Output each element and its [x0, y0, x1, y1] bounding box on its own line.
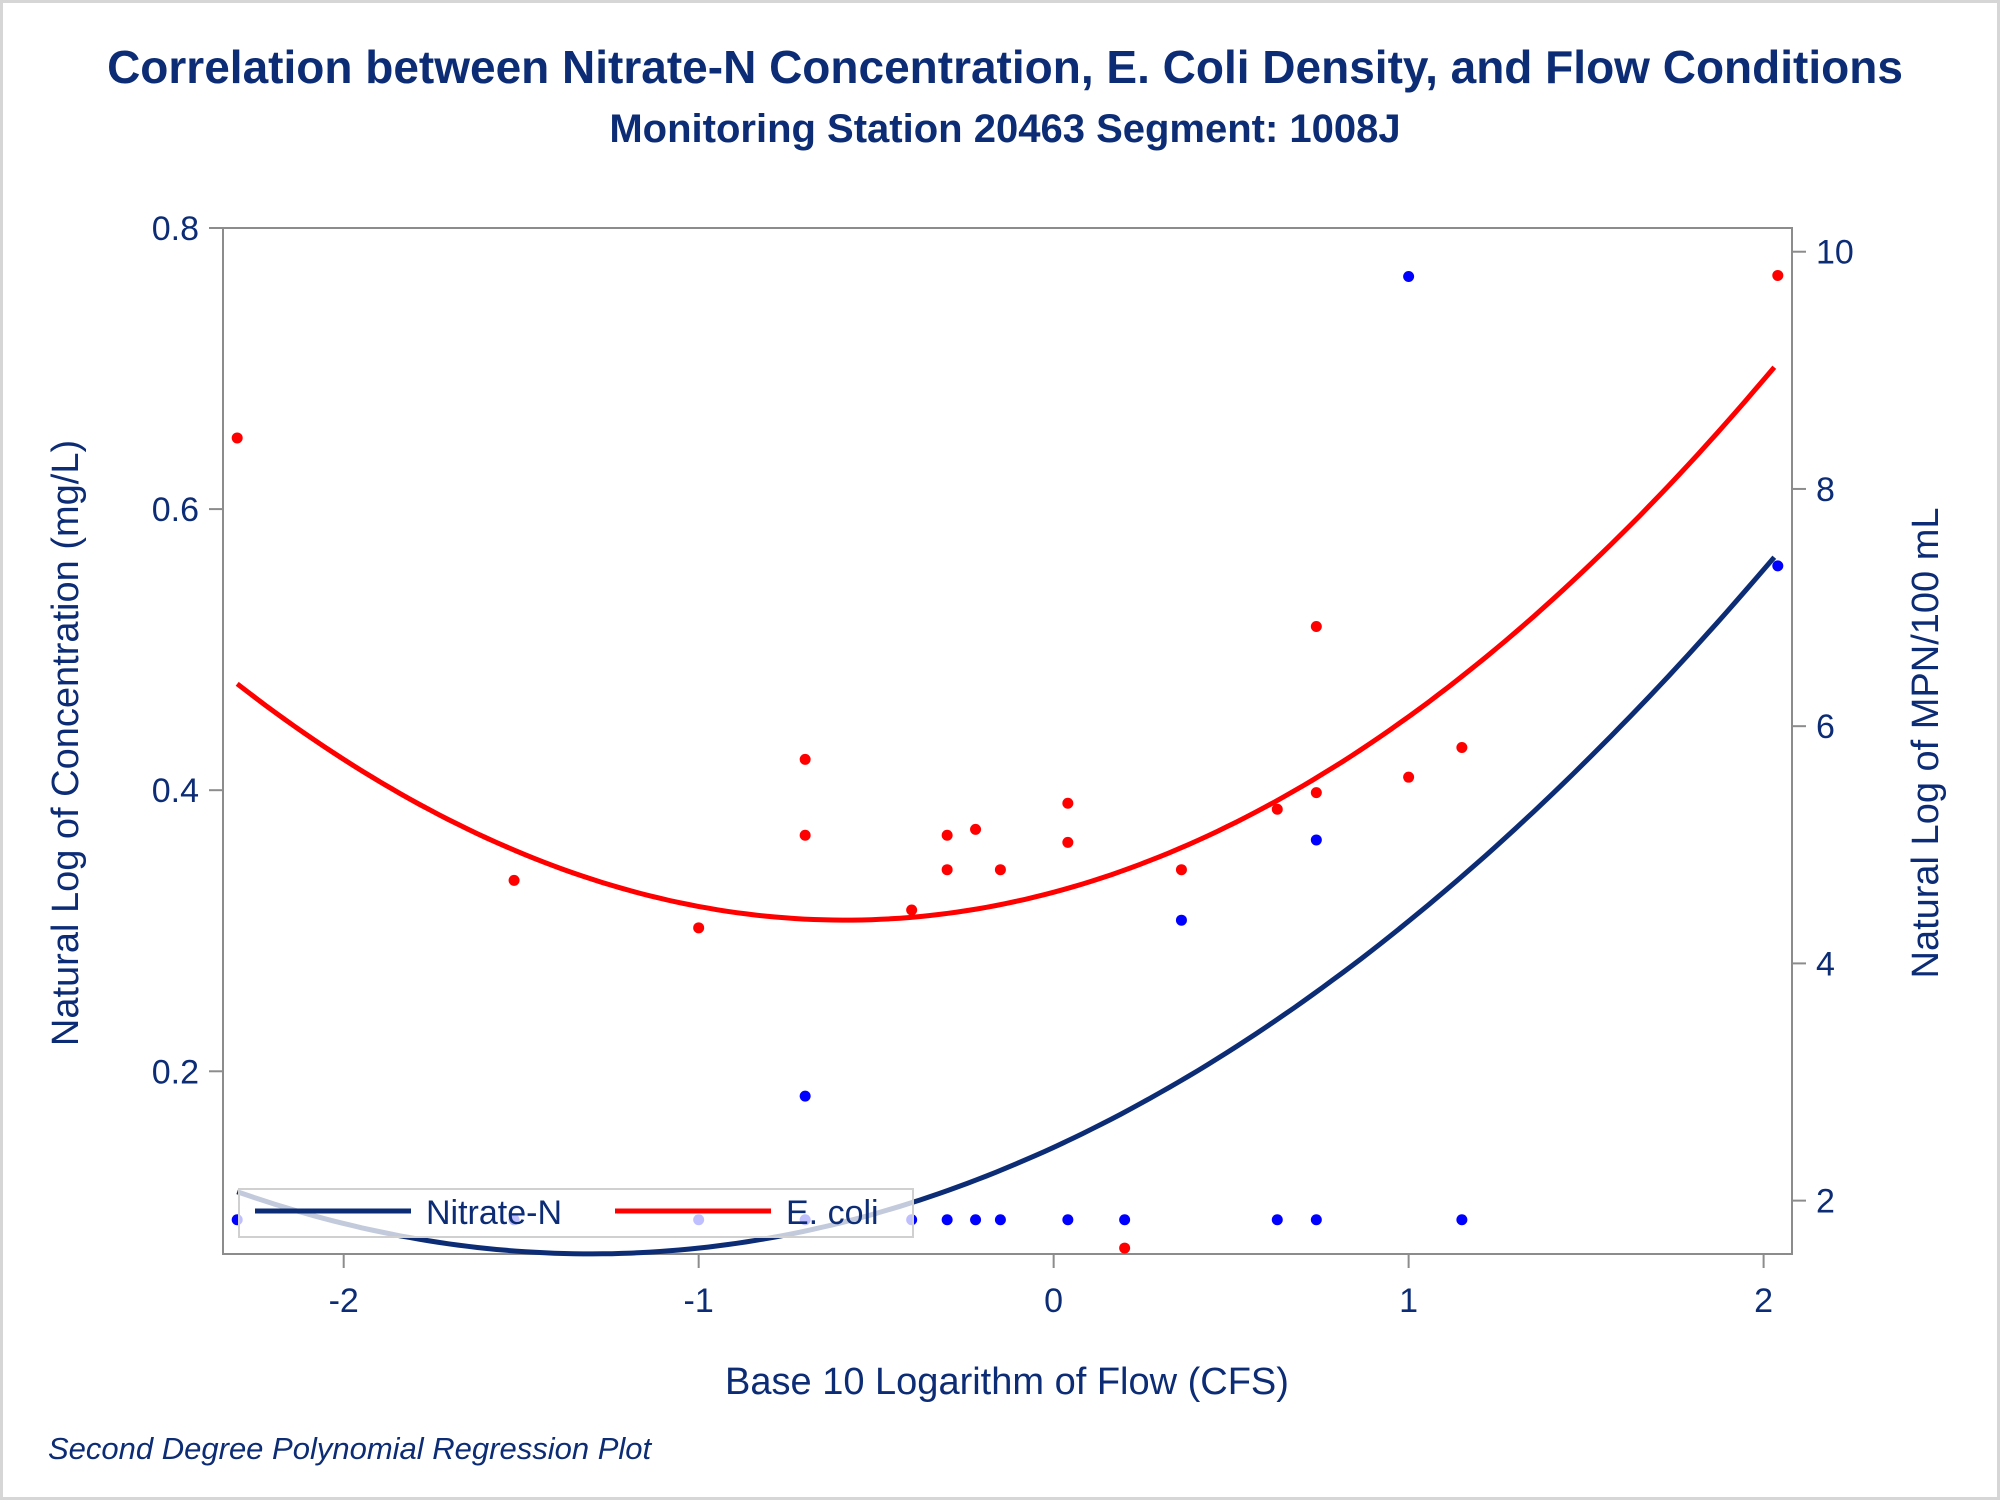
x-tick-label: -1	[684, 1282, 714, 1320]
nitrate-n-point	[1772, 560, 1784, 572]
x-tick-label: 2	[1754, 1282, 1773, 1320]
e-coli-point	[799, 829, 811, 841]
nitrate-n-point	[1456, 1214, 1468, 1226]
nitrate-n-point	[1403, 270, 1415, 282]
e-coli-point	[1119, 1242, 1131, 1254]
e-coli-point	[1271, 803, 1283, 815]
left-y-axis-label: Natural Log of Concentration (mg/L)	[45, 440, 87, 1046]
nitrate-n-point	[1310, 834, 1322, 846]
e-coli-point	[1175, 864, 1187, 876]
left-y-axis-ticks: 0.2 0.4 0.6 0.8	[152, 210, 223, 1091]
legend-label-ecoli: E. coli	[786, 1194, 879, 1232]
e-coli-point	[508, 874, 520, 886]
e-coli-point	[994, 864, 1006, 876]
right-y-tick-label: 10	[1816, 234, 1854, 272]
e-coli-point	[799, 753, 811, 765]
x-tick-label: 0	[1044, 1282, 1063, 1320]
chart-title: Correlation between Nitrate-N Concentrat…	[107, 41, 1903, 93]
nitrate-n-point	[1271, 1214, 1283, 1226]
nitrate-n-point	[1062, 1214, 1074, 1226]
x-axis-ticks: -2 -1 0 1 2	[329, 1254, 1773, 1320]
nitrate-n-point	[1175, 914, 1187, 926]
legend-label-nitrate: Nitrate-N	[426, 1194, 562, 1232]
right-y-tick-label: 6	[1816, 708, 1835, 746]
footnote: Second Degree Polynomial Regression Plot	[48, 1431, 652, 1466]
plot-area	[222, 227, 1793, 1255]
e-coli-point	[1310, 621, 1322, 633]
e-coli-point	[1772, 269, 1784, 281]
chart-svg: Correlation between Nitrate-N Concentrat…	[45, 41, 1947, 1466]
data-points	[231, 269, 1784, 1254]
e-coli-point	[1403, 771, 1415, 783]
left-y-tick-label: 0.4	[152, 772, 199, 810]
right-y-axis-ticks: 2 4 6 8 10	[1792, 234, 1854, 1221]
e-coli-point	[1062, 836, 1074, 848]
e-coli-point	[1062, 797, 1074, 809]
chart-subtitle: Monitoring Station 20463 Segment: 1008J	[609, 107, 1400, 151]
left-y-tick-label: 0.6	[152, 491, 199, 529]
regression-curves	[235, 365, 1777, 1257]
right-y-axis-label: Natural Log of MPN/100 mL	[1905, 507, 1947, 978]
e-coli-point	[941, 864, 953, 876]
nitrate-n-point	[994, 1214, 1006, 1226]
legend: Nitrate-N E. coli	[238, 1188, 914, 1238]
e-coli-point	[970, 823, 982, 835]
x-tick-label: 1	[1399, 1282, 1418, 1320]
nitrate-n-point	[1119, 1214, 1131, 1226]
e-coli-point	[231, 432, 243, 444]
e-coli-point	[1310, 787, 1322, 799]
x-axis-label: Base 10 Logarithm of Flow (CFS)	[725, 1361, 1289, 1403]
left-y-tick-label: 0.2	[152, 1053, 199, 1091]
e-coli-fit-curve	[235, 365, 1777, 923]
nitrate-n-point	[970, 1214, 982, 1226]
left-y-tick-label: 0.8	[152, 210, 199, 248]
nitrate-n-point	[799, 1090, 811, 1102]
right-y-tick-label: 8	[1816, 471, 1835, 509]
e-coli-point	[1456, 742, 1468, 754]
e-coli-point	[941, 829, 953, 841]
nitrate-n-point	[941, 1214, 953, 1226]
nitrate-n-point	[1310, 1214, 1322, 1226]
x-tick-label: -2	[329, 1282, 359, 1320]
e-coli-point	[906, 904, 918, 916]
right-y-tick-label: 4	[1816, 945, 1835, 983]
nitrate-n-fit-curve	[236, 555, 1777, 1257]
e-coli-point	[693, 922, 705, 934]
right-y-tick-label: 2	[1816, 1183, 1835, 1221]
